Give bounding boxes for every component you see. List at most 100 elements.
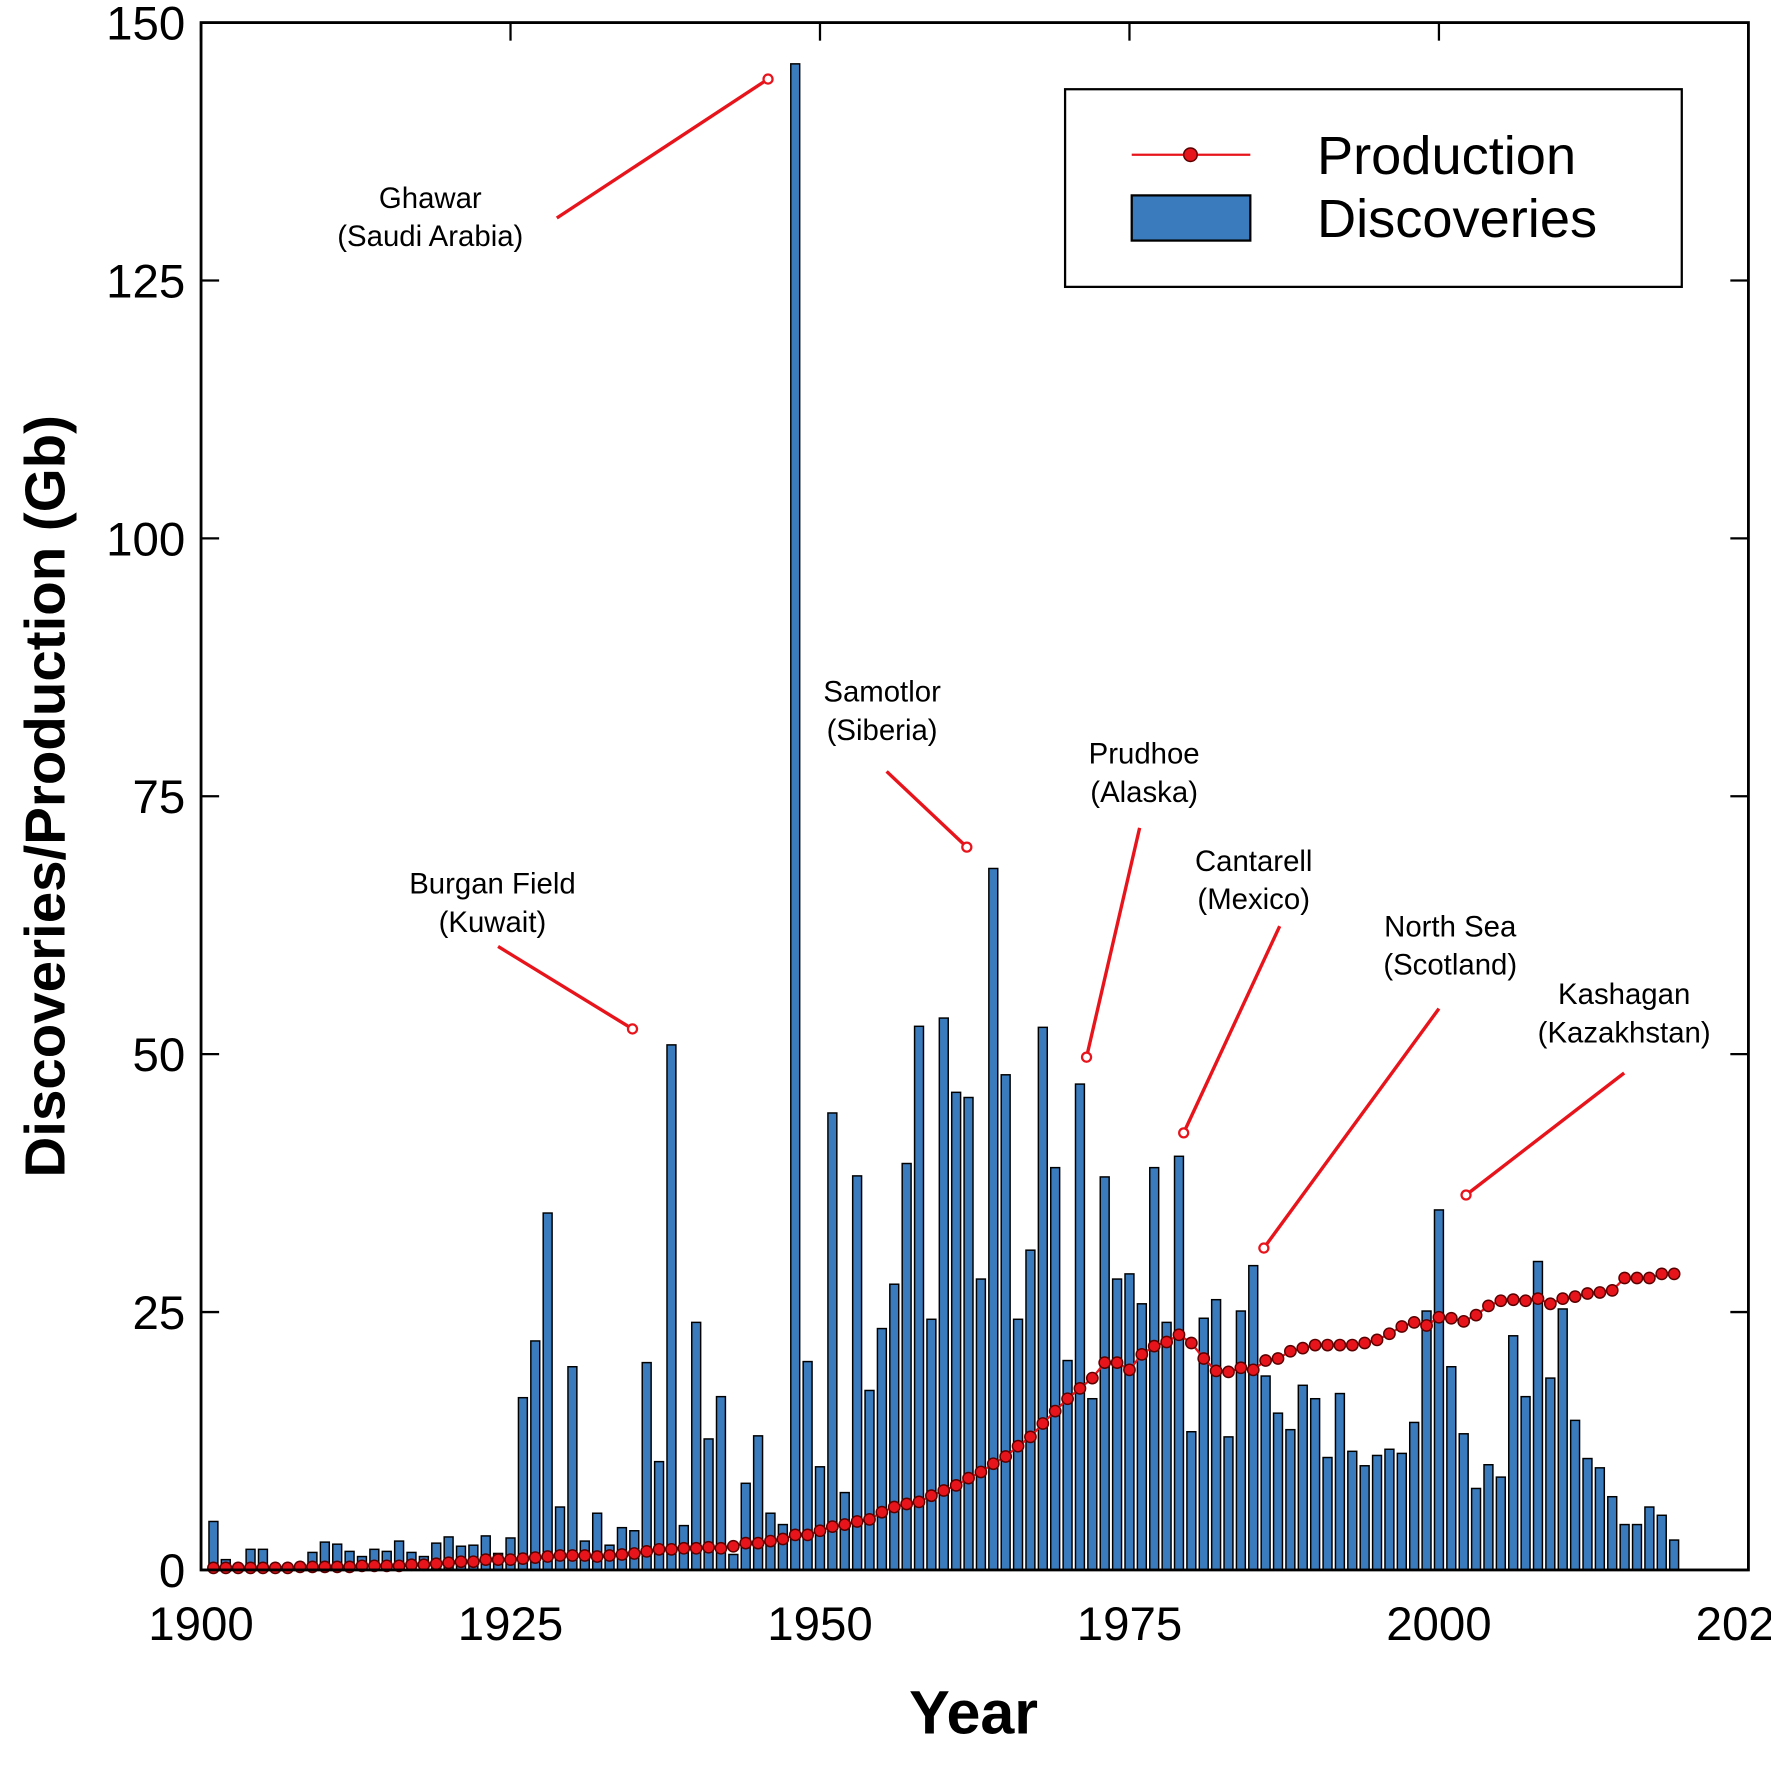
marker — [1655, 1267, 1669, 1281]
marker — [875, 1505, 889, 1519]
bar — [839, 1491, 850, 1571]
bar — [1495, 1476, 1507, 1571]
annotation-place: (Kazakhstan) — [1538, 1016, 1711, 1049]
annotation-dot — [762, 73, 774, 85]
marker — [962, 1471, 975, 1485]
marker — [479, 1553, 493, 1567]
marker — [665, 1542, 678, 1556]
bar — [1631, 1523, 1643, 1571]
annotation-name: Kashagan — [1558, 978, 1690, 1011]
bar — [889, 1283, 900, 1571]
marker — [207, 1561, 220, 1575]
marker — [1395, 1320, 1409, 1333]
marker — [1036, 1417, 1050, 1430]
bar — [963, 1096, 974, 1571]
marker — [850, 1515, 864, 1528]
marker — [578, 1549, 592, 1562]
bar — [1062, 1359, 1073, 1571]
marker — [1098, 1356, 1112, 1369]
bar — [1099, 1176, 1110, 1571]
bar — [641, 1361, 652, 1571]
annotation-line — [497, 945, 634, 1031]
marker — [1308, 1338, 1322, 1352]
y-axis-label: Discoveries/Production (Gb) — [13, 415, 76, 1177]
bar — [1668, 1539, 1680, 1571]
marker — [813, 1524, 827, 1538]
bar — [1223, 1436, 1234, 1571]
legend-box — [1063, 88, 1683, 289]
marker — [912, 1495, 926, 1509]
marker — [491, 1553, 505, 1567]
x-tick-label: 2025 — [1696, 1598, 1771, 1651]
marker — [1642, 1271, 1656, 1285]
y-tick-label: 75 — [132, 771, 185, 824]
marker — [1593, 1286, 1607, 1299]
marker — [590, 1550, 604, 1563]
annotation-line — [1465, 1071, 1626, 1197]
bar — [1569, 1419, 1581, 1571]
marker — [268, 1561, 282, 1575]
annotation-name: Burgan Field — [409, 867, 575, 900]
marker — [1024, 1430, 1037, 1444]
bar — [1557, 1308, 1568, 1571]
bar — [1644, 1506, 1655, 1571]
marker — [764, 1534, 777, 1548]
bar — [1248, 1264, 1259, 1571]
marker — [1568, 1290, 1582, 1303]
bar — [1470, 1487, 1482, 1571]
marker — [776, 1532, 790, 1546]
bar — [1149, 1166, 1160, 1571]
marker — [1085, 1371, 1099, 1385]
annotation-dot — [1080, 1051, 1093, 1063]
bar — [728, 1553, 739, 1571]
annotation-name: Ghawar — [379, 182, 482, 215]
marker — [825, 1520, 839, 1534]
marker — [739, 1536, 753, 1550]
marker — [1358, 1336, 1372, 1350]
marker — [801, 1528, 814, 1542]
bar — [1087, 1397, 1098, 1571]
annotation-place: (Siberia) — [827, 714, 938, 747]
x-tick-label: 1975 — [1077, 1598, 1183, 1651]
marker — [429, 1557, 443, 1571]
marker — [1160, 1335, 1173, 1349]
marker — [231, 1561, 245, 1575]
marker — [702, 1540, 715, 1554]
bar — [1161, 1321, 1172, 1571]
bar — [1173, 1155, 1185, 1571]
annotation-name: Cantarell — [1195, 845, 1313, 878]
annotation-dot — [1178, 1127, 1190, 1139]
bar — [1309, 1397, 1321, 1571]
marker — [1284, 1344, 1297, 1358]
marker — [1296, 1341, 1310, 1355]
marker — [1482, 1299, 1495, 1313]
bar — [1285, 1428, 1296, 1571]
marker — [999, 1450, 1013, 1463]
y-tick-label: 100 — [106, 513, 185, 566]
marker — [244, 1561, 257, 1575]
bar — [777, 1523, 789, 1571]
bar — [517, 1396, 529, 1571]
bar — [1297, 1384, 1308, 1571]
annotation-line — [1262, 1007, 1441, 1250]
annotation-place: (Saudi Arabia) — [337, 220, 523, 253]
marker — [1222, 1365, 1235, 1379]
marker — [256, 1561, 270, 1575]
marker — [1234, 1361, 1248, 1375]
bar — [1111, 1278, 1123, 1571]
bar — [1037, 1026, 1049, 1571]
bar — [1582, 1457, 1593, 1571]
legend-swatch — [1130, 194, 1252, 242]
x-tick-label: 1900 — [148, 1598, 253, 1651]
legend-label: Discoveries — [1317, 189, 1597, 249]
marker — [1630, 1271, 1644, 1285]
bar — [790, 63, 801, 1571]
bar — [1545, 1377, 1556, 1571]
annotation-line — [1182, 925, 1282, 1134]
bar — [1619, 1523, 1630, 1571]
y-tick-label: 125 — [106, 255, 185, 308]
bar — [740, 1482, 751, 1571]
marker — [1061, 1392, 1074, 1406]
annotation-name: North Sea — [1384, 910, 1517, 943]
